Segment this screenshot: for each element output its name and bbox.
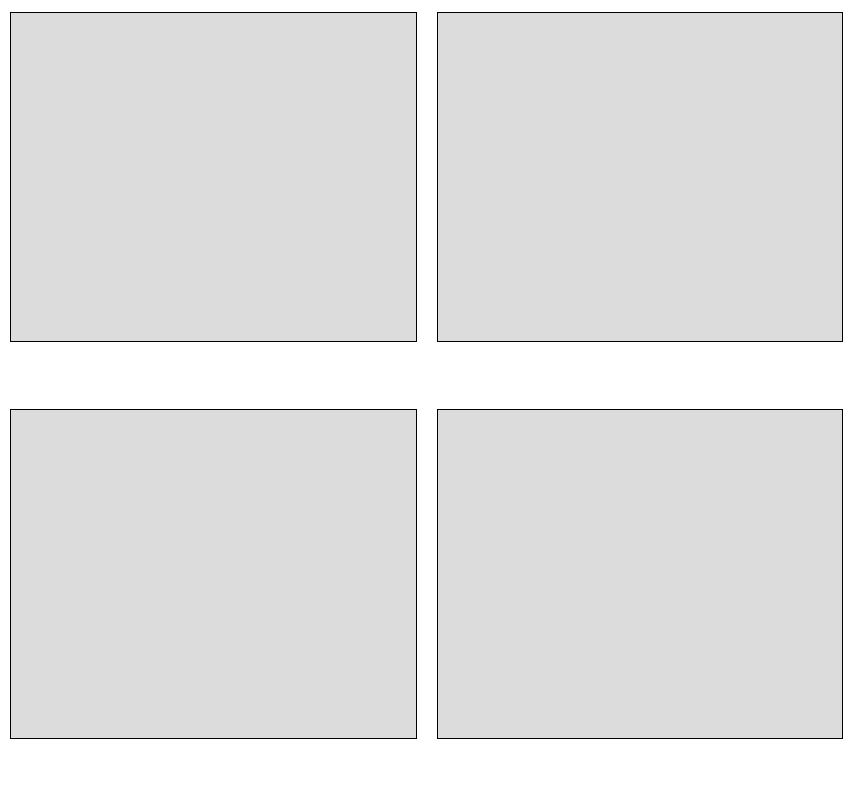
- map-frame-total-rainfall[interactable]: [10, 409, 417, 739]
- map-grid-container: [0, 0, 853, 793]
- map-frame-rain-days[interactable]: [10, 12, 417, 342]
- panel-days-since-rain: [427, 397, 853, 793]
- panel-max-dry-days: [427, 0, 853, 397]
- map-frame-days-since-rain[interactable]: [437, 409, 844, 739]
- map-frame-max-dry-days[interactable]: [437, 12, 844, 342]
- panel-rain-days: [0, 0, 427, 397]
- panel-total-rainfall: [0, 397, 427, 793]
